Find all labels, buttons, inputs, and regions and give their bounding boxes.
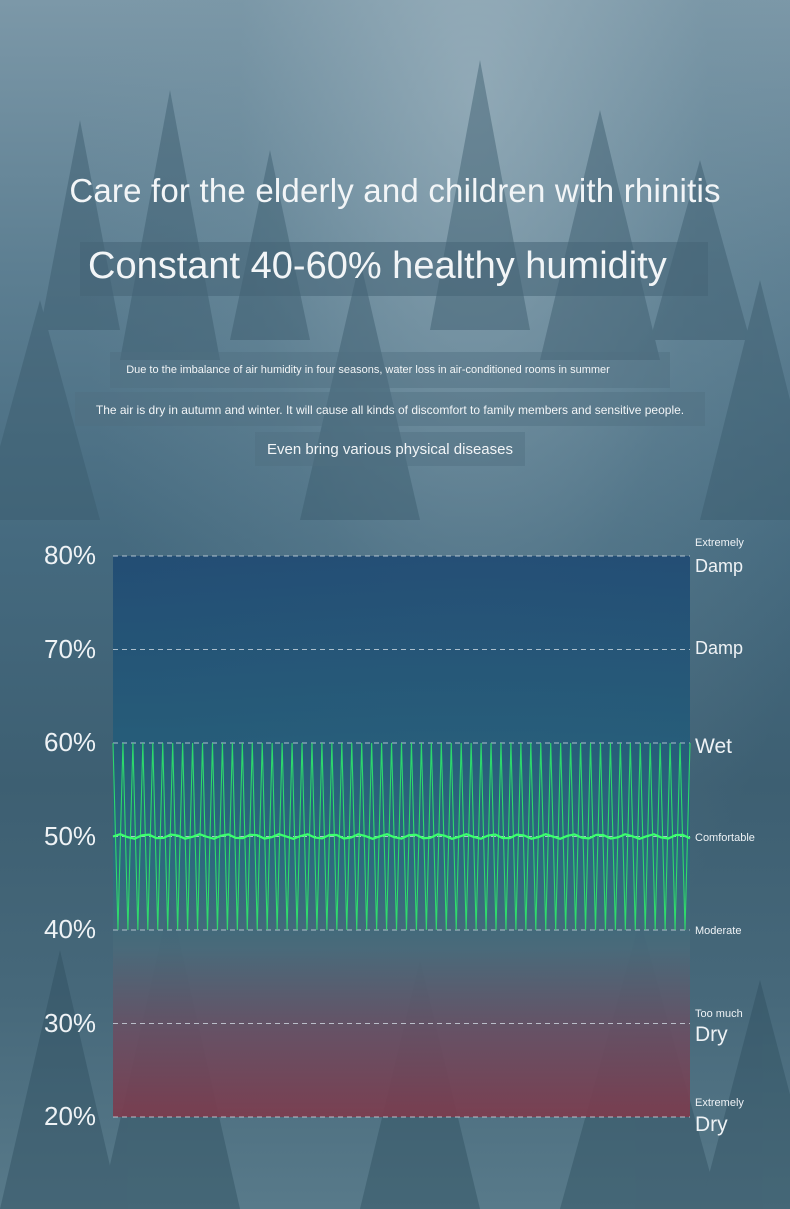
zone-label-small: Extremely <box>695 1097 744 1109</box>
description-line-3: Even bring various physical diseases <box>267 441 513 458</box>
page-title: Care for the elderly and children with r… <box>69 172 721 209</box>
y-tick-label: 20% <box>44 1101 97 1131</box>
y-tick-label: 50% <box>44 820 97 851</box>
oscillation-series-line <box>112 742 691 931</box>
description-backdrop-1 <box>110 352 670 388</box>
description-backdrop-3 <box>255 432 525 466</box>
y-tick-label: 70% <box>44 633 97 664</box>
y-tick-label: 60% <box>44 727 97 757</box>
zone-label-small: Too much <box>695 1008 743 1020</box>
description-line-1: Due to the imbalance of air humidity in … <box>126 364 610 376</box>
zone-label: Dry <box>695 1023 728 1046</box>
y-tick-label: 30% <box>44 1007 97 1038</box>
zone-label: Wet <box>695 735 732 758</box>
zone-label: Dry <box>695 1113 728 1136</box>
y-tick-label: 80% <box>44 540 97 570</box>
zone-label-small: Extremely <box>695 537 744 549</box>
zone-label-small: Comfortable <box>695 832 755 844</box>
zone-label: Damp <box>695 556 744 576</box>
y-tick-label: 40% <box>44 914 97 944</box>
page-subtitle: Constant 40-60% healthy humidity <box>88 245 667 287</box>
zone-label-small: Moderate <box>695 925 742 937</box>
steady-series-line <box>112 832 691 841</box>
description-backdrop-2 <box>75 392 705 426</box>
subtitle-backdrop <box>80 242 708 296</box>
description-line-2: The air is dry in autumn and winter. It … <box>95 403 685 417</box>
zone-label: Damp <box>695 638 744 658</box>
